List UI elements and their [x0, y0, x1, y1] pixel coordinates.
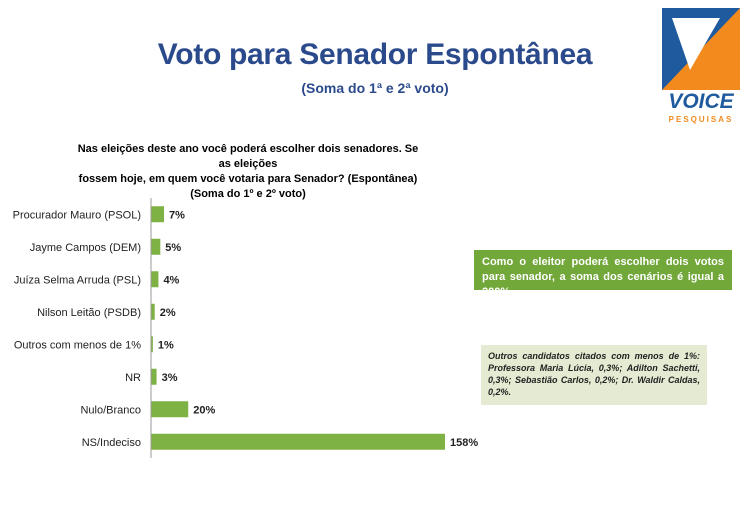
- logo-white-v: [672, 18, 720, 70]
- bar: [151, 401, 189, 418]
- page-subtitle: (Soma do 1ª e 2ª voto): [301, 80, 449, 96]
- voice-logo: VOICE PESQUISAS: [662, 8, 740, 124]
- question-line-3: (Soma do 1º e 2º voto): [190, 188, 306, 200]
- category-label: Juíza Selma Arruda (PSL): [14, 274, 141, 286]
- category-label: Nilson Leitão (PSDB): [37, 307, 141, 319]
- others-note: Outros candidatos citados com menos de 1…: [481, 345, 707, 405]
- value-label: 4%: [163, 274, 179, 286]
- bar: [151, 303, 155, 320]
- bar: [151, 206, 165, 223]
- sum-note: Como o eleitor poderá escolher dois voto…: [474, 250, 732, 298]
- category-label: Jayme Campos (DEM): [30, 242, 141, 254]
- bar: [151, 238, 161, 255]
- bar: [151, 368, 157, 385]
- bar-chart: Procurador Mauro (PSOL) 7% Jayme Campos (D…: [13, 198, 478, 458]
- category-label: Outros com menos de 1%: [14, 339, 141, 351]
- bar: [151, 336, 153, 353]
- category-label: NS/Indeciso: [82, 437, 141, 449]
- value-label: 2%: [160, 307, 176, 319]
- question-line-1: Nas eleições deste ano você poderá escol…: [77, 143, 419, 170]
- value-label: 5%: [165, 242, 181, 254]
- value-label: 7%: [169, 209, 185, 221]
- logo-wordmark: VOICE: [668, 90, 734, 113]
- bar: [151, 271, 159, 288]
- value-label: 3%: [162, 372, 178, 384]
- value-label: 1%: [158, 339, 174, 351]
- category-label: Nulo/Branco: [80, 404, 141, 416]
- survey-question: Nas eleições deste ano você poderá escol…: [72, 142, 424, 202]
- value-label: 158%: [450, 437, 478, 449]
- value-label: 20%: [193, 404, 215, 416]
- question-line-2: fossem hoje, em quem você votaria para S…: [78, 173, 418, 185]
- page-title: Voto para Senador Espontânea: [157, 38, 593, 71]
- bar: [151, 433, 445, 450]
- logo-tagline: PESQUISAS: [669, 115, 734, 124]
- category-label: NR: [125, 372, 141, 384]
- category-label: Procurador Mauro (PSOL): [13, 209, 141, 221]
